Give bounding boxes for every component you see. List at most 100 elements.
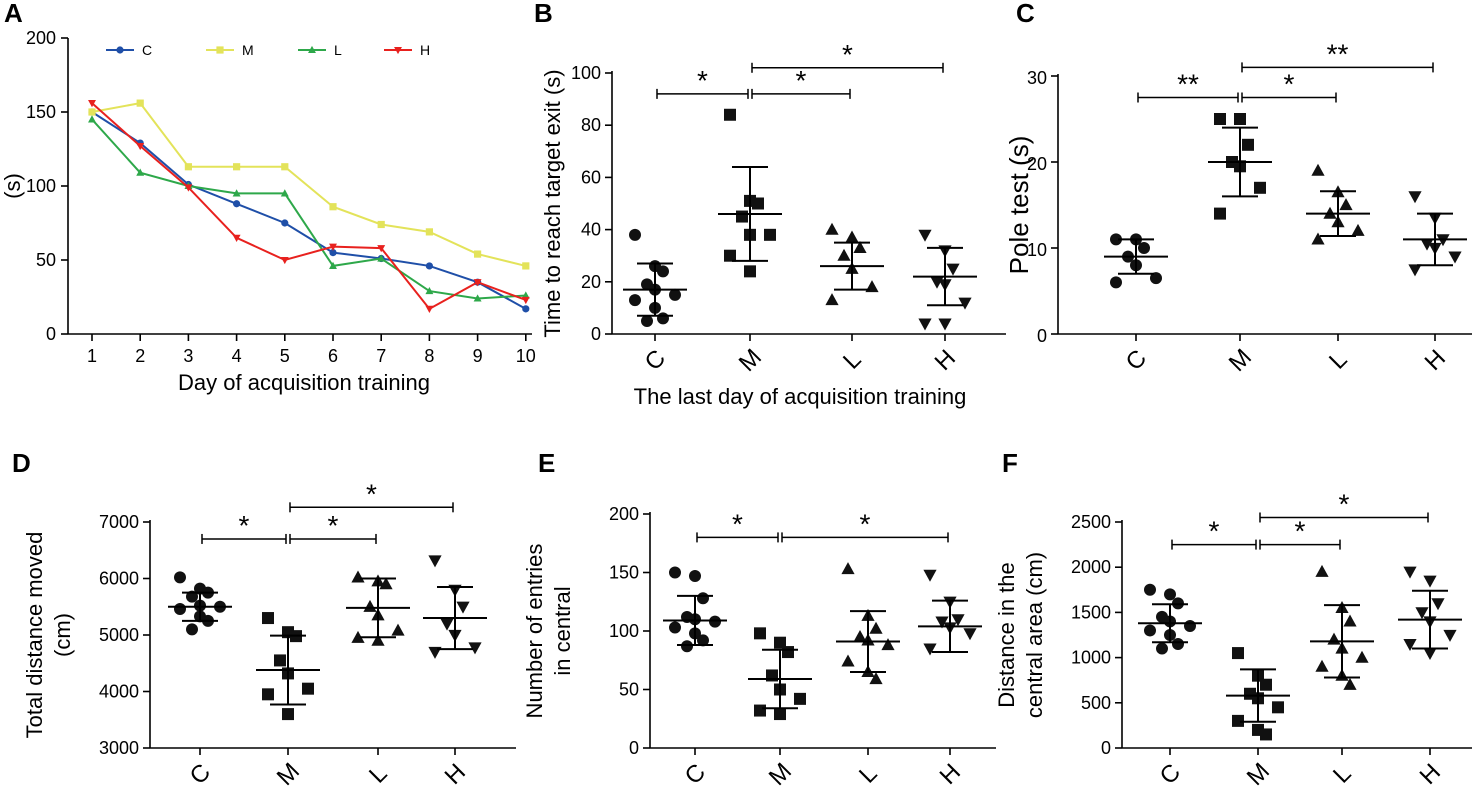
- category-label: C: [1121, 345, 1152, 376]
- panel-label: B: [534, 0, 553, 28]
- y-tick-label: 5000: [99, 625, 139, 645]
- data-point: [1144, 583, 1156, 596]
- series-line-M: [91, 102, 527, 267]
- data-point: [669, 621, 681, 634]
- category-label: L: [1328, 760, 1357, 789]
- data-point: [629, 228, 641, 241]
- legend-marker: [116, 46, 124, 54]
- data-point: [774, 636, 786, 649]
- data-point: [233, 163, 241, 171]
- data-point: [1311, 163, 1325, 176]
- data-point: [1403, 566, 1417, 579]
- data-point: [391, 623, 405, 636]
- data-point: [681, 640, 693, 653]
- data-point: [186, 623, 198, 636]
- data-point: [1110, 233, 1122, 246]
- data-point: [845, 230, 859, 243]
- data-point: [425, 228, 433, 236]
- data-point: [946, 263, 960, 276]
- category-label: C: [680, 759, 711, 789]
- data-point: [377, 254, 386, 262]
- x-tick-label: 8: [424, 346, 434, 366]
- data-point: [825, 293, 839, 306]
- data-point: [869, 621, 883, 634]
- data-point: [425, 305, 434, 313]
- y-tick-label: 3000: [99, 738, 139, 758]
- significance-label: *: [1339, 488, 1350, 519]
- data-point: [1448, 251, 1462, 264]
- panel-label: F: [1002, 448, 1018, 478]
- data-point: [1234, 113, 1246, 125]
- data-point: [329, 249, 337, 257]
- data-point: [754, 704, 766, 717]
- x-tick-label: 1: [87, 346, 97, 366]
- x-axis-label: The last day of acquisition training: [634, 384, 967, 409]
- data-point: [1138, 242, 1150, 254]
- significance-label: **: [1327, 38, 1349, 69]
- data-point: [1431, 598, 1445, 611]
- data-point: [377, 220, 385, 229]
- data-point: [629, 294, 641, 307]
- x-tick-label: 4: [232, 346, 242, 366]
- y-tick-label: 50: [36, 250, 56, 270]
- data-point: [1343, 614, 1357, 627]
- data-point: [379, 577, 393, 590]
- data-point: [1184, 619, 1196, 632]
- x-tick-label: 6: [328, 346, 338, 366]
- legend-label: C: [142, 42, 152, 58]
- y-tick-label: 60: [581, 167, 601, 187]
- data-point: [351, 630, 365, 643]
- data-point: [88, 100, 96, 108]
- data-point: [1150, 272, 1162, 285]
- data-point: [657, 312, 669, 325]
- data-point: [425, 262, 433, 270]
- data-point: [641, 314, 653, 327]
- significance-label: *: [860, 508, 871, 539]
- data-point: [754, 627, 766, 640]
- data-point: [669, 566, 681, 579]
- data-point: [1272, 701, 1284, 714]
- data-point: [428, 555, 442, 568]
- data-point: [1351, 223, 1365, 236]
- panel-B: B 0 20 40 60 80 100 C M L H Time to reach target ex…: [534, 0, 1006, 409]
- legend-marker: [216, 46, 224, 54]
- significance-label: *: [1209, 516, 1220, 547]
- category-label: L: [838, 346, 867, 375]
- data-point: [363, 599, 377, 612]
- data-point: [752, 197, 764, 210]
- y-axis-label: Distance in the: [994, 562, 1019, 708]
- significance-label: *: [842, 39, 853, 70]
- x-axis-label: Day of acquisition training: [178, 370, 430, 395]
- category-label: H: [930, 345, 961, 376]
- data-point: [841, 562, 855, 575]
- y-tick-label: 500: [1081, 693, 1111, 713]
- category-label: H: [935, 759, 966, 789]
- data-point: [184, 163, 192, 171]
- data-point: [697, 592, 709, 605]
- data-point: [1355, 650, 1369, 663]
- data-point: [657, 265, 669, 278]
- data-point: [1327, 632, 1341, 645]
- data-point: [1443, 629, 1457, 642]
- y-axis-label: (s): [0, 173, 25, 199]
- data-point: [841, 654, 855, 667]
- data-point: [963, 628, 977, 641]
- data-point: [1408, 264, 1422, 277]
- data-point: [262, 688, 274, 701]
- legend-label: L: [334, 42, 342, 58]
- legend-marker: [394, 46, 402, 55]
- category-label: H: [440, 759, 471, 789]
- data-point: [302, 682, 314, 695]
- data-point: [262, 612, 274, 625]
- y-tick-label: 2000: [1071, 557, 1111, 577]
- data-point: [351, 570, 365, 583]
- data-point: [1242, 138, 1254, 151]
- data-point: [1415, 607, 1429, 620]
- data-point: [1232, 647, 1244, 660]
- data-point: [869, 672, 883, 685]
- x-tick-label: 5: [280, 346, 290, 366]
- y-tick-label: 0: [629, 738, 639, 758]
- data-point: [709, 615, 721, 628]
- data-point: [697, 634, 709, 647]
